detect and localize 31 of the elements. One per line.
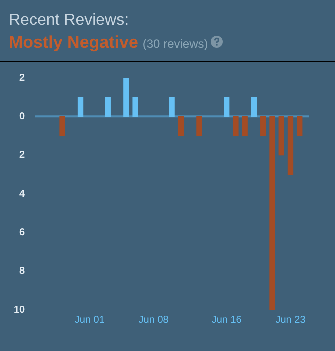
bar	[60, 116, 66, 136]
bar	[178, 116, 184, 136]
bar	[260, 116, 266, 136]
y-tick-label: 8	[20, 266, 26, 278]
bar	[105, 97, 111, 117]
bar	[224, 97, 230, 117]
bar	[169, 97, 175, 117]
bar	[124, 78, 130, 117]
chart-subtitle: Mostly Negative	[9, 33, 138, 52]
x-tick-label: Jun 08	[138, 314, 170, 326]
bar	[196, 116, 202, 136]
bar	[278, 116, 284, 156]
y-tick-label: 10	[14, 304, 26, 316]
y-tick-label: 6	[20, 227, 26, 238]
text: (30 reviews)	[142, 37, 208, 51]
bar	[78, 97, 84, 117]
bar	[270, 116, 276, 310]
bar	[132, 97, 138, 117]
y-tick-label: 2	[20, 150, 26, 162]
y-tick-label: 2	[20, 72, 26, 84]
y-tick-label: 4	[20, 188, 26, 200]
y-tick-label: 0	[20, 111, 26, 122]
chart-title: Recent Reviews:	[9, 11, 130, 30]
bar	[288, 116, 294, 175]
bar	[297, 116, 303, 136]
x-tick-label: Jun 16	[212, 314, 242, 326]
bar	[242, 116, 248, 136]
x-tick-label: Jun 01	[74, 314, 106, 326]
bar	[233, 116, 239, 136]
x-tick-label: Jun 23	[276, 314, 306, 326]
bar	[251, 97, 258, 117]
